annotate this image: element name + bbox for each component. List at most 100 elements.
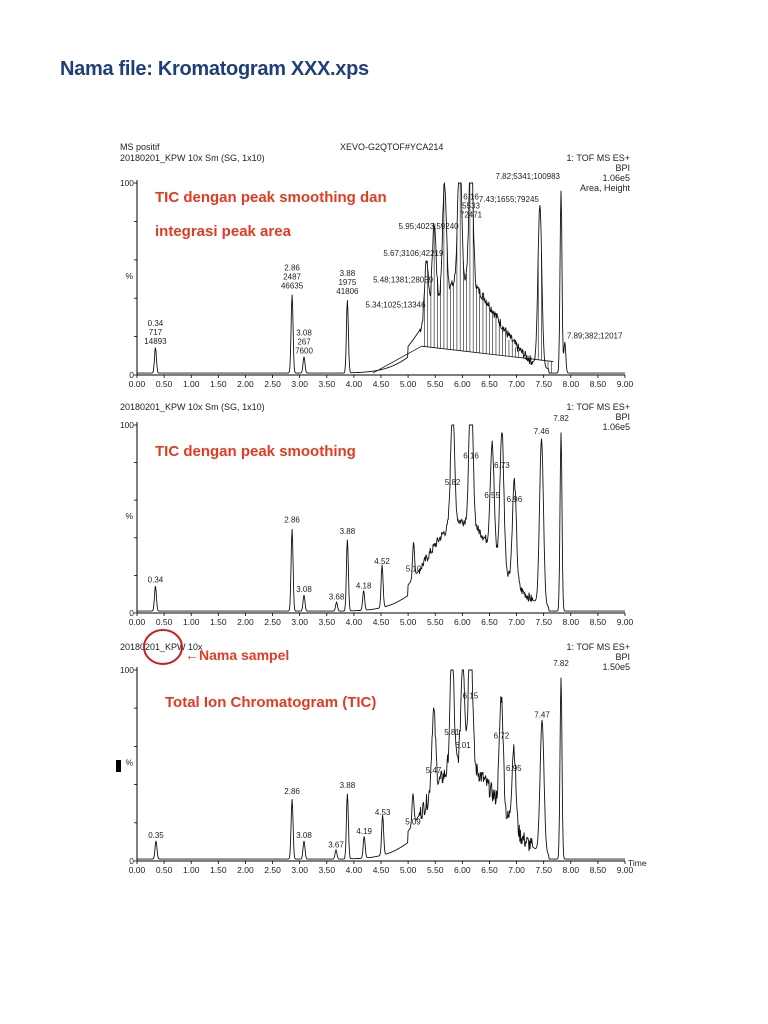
x-tick-label: 3.50 xyxy=(319,865,336,875)
x-tick-label: 4.00 xyxy=(346,865,363,875)
x-tick-label: 8.00 xyxy=(563,379,580,389)
x-tick-label: 8.50 xyxy=(590,379,607,389)
peak-label: 5.67;3106;42219 xyxy=(383,249,444,258)
peak-label: 46635 xyxy=(281,281,304,290)
x-tick-label: 2.50 xyxy=(264,379,281,389)
peak-label: 3.88 xyxy=(340,527,356,536)
x-tick-label: 7.00 xyxy=(508,379,525,389)
peak-label: 2.86 xyxy=(284,263,300,272)
tic-trace xyxy=(137,181,625,374)
peak-label: 3.08 xyxy=(296,329,312,338)
peak-label: 7.43;1655;79245 xyxy=(479,195,540,204)
peak-label: 267 xyxy=(297,338,311,347)
peak-label: 6.72 xyxy=(494,732,510,741)
x-tick-label: 7.00 xyxy=(508,865,525,875)
peak-label: 3.08 xyxy=(296,585,312,594)
peak-label: 5.82 xyxy=(445,478,461,487)
peak-label: 6.01 xyxy=(455,741,471,750)
x-tick-label: 9.00 xyxy=(617,617,634,627)
header-center: XEVO-G2QTOF#YCA214 xyxy=(340,142,443,152)
x-tick-label: 3.00 xyxy=(291,865,308,875)
peak-label: 4.18 xyxy=(356,581,372,590)
peak-label: 6.95 xyxy=(506,764,522,773)
x-tick-label: 7.50 xyxy=(535,617,552,627)
peak-label: 0.34 xyxy=(148,576,164,585)
x-tick-label: 0.00 xyxy=(129,865,146,875)
peak-label: 6.73 xyxy=(494,461,510,470)
peak-label: 5533 xyxy=(462,201,480,210)
x-tick-label: 2.00 xyxy=(237,865,254,875)
sample-name-circle xyxy=(143,629,183,665)
x-tick-label: 1.00 xyxy=(183,617,200,627)
x-tick-label: 4.00 xyxy=(346,617,363,627)
x-tick-label: 1.50 xyxy=(210,617,227,627)
peak-label: 5.48;1381;28059 xyxy=(373,276,434,285)
peak-label: 3.88 xyxy=(340,781,356,790)
x-tick-label: 4.50 xyxy=(373,379,390,389)
peak-label: 7.89;382;12017 xyxy=(567,331,623,340)
x-tick-label: 0.50 xyxy=(156,617,173,627)
sample-name-callout: ←Nama sampel xyxy=(185,647,289,663)
peak-label: 7.47 xyxy=(534,711,550,720)
x-tick-label: 8.50 xyxy=(590,865,607,875)
x-tick-label: 3.00 xyxy=(291,379,308,389)
x-tick-label: 6.00 xyxy=(454,617,471,627)
x-tick-label: 8.50 xyxy=(590,617,607,627)
info-line: 1: TOF MS ES+ xyxy=(567,153,630,163)
page-title: Nama file: Kromatogram XXX.xps xyxy=(60,58,369,80)
y-axis-label: % xyxy=(125,511,133,521)
peak-label: 2.86 xyxy=(284,787,300,796)
peak-label: 2.86 xyxy=(284,516,300,525)
y-axis-label: % xyxy=(125,758,133,768)
peak-label: 1975 xyxy=(338,278,356,287)
peak-label: 6.15 xyxy=(463,691,479,700)
x-tick-label: 0.00 xyxy=(129,379,146,389)
peak-label: 4.53 xyxy=(375,808,391,817)
sample-label: 20180201_KPW 10x Sm (SG, 1x10) xyxy=(120,402,265,412)
x-tick-label: 9.00 xyxy=(617,379,634,389)
panel-annotation: integrasi peak area xyxy=(155,223,292,240)
panel-annotation: Total Ion Chromatogram (TIC) xyxy=(165,694,376,711)
tic-trace xyxy=(137,424,625,612)
x-tick-label: 2.00 xyxy=(237,379,254,389)
info-line: 1.50e5 xyxy=(602,662,630,672)
x-tick-label: 5.50 xyxy=(427,865,444,875)
x-tick-label: 4.50 xyxy=(373,617,390,627)
peak-label: 4.19 xyxy=(356,827,372,836)
peak-label: 5.34;1025;13346 xyxy=(365,301,426,310)
side-marker xyxy=(116,760,121,772)
info-line: 1: TOF MS ES+ xyxy=(567,402,630,412)
peak-label: 2487 xyxy=(283,272,301,281)
x-tick-label: 1.50 xyxy=(210,865,227,875)
x-tick-label: 6.50 xyxy=(481,617,498,627)
x-tick-label: 8.00 xyxy=(563,865,580,875)
x-axis-label: Time xyxy=(628,858,647,868)
peak-label: 6.16 xyxy=(463,192,479,201)
x-tick-label: 6.00 xyxy=(454,379,471,389)
info-line: BPI xyxy=(615,652,630,662)
info-line: 1: TOF MS ES+ xyxy=(567,642,630,652)
y-tick-label: 0 xyxy=(129,608,134,618)
peak-label: 7.82 xyxy=(553,659,569,668)
x-tick-label: 2.00 xyxy=(237,617,254,627)
x-tick-label: 2.50 xyxy=(264,865,281,875)
y-axis-label: % xyxy=(125,271,133,281)
x-tick-label: 1.00 xyxy=(183,865,200,875)
chart-panel-1: 20180201_KPW 10x Sm (SG, 1x10) 1: TOF MS … xyxy=(120,153,634,389)
peak-label: 3.08 xyxy=(296,831,312,840)
y-tick-label: 100 xyxy=(120,665,134,675)
x-tick-label: 5.50 xyxy=(427,617,444,627)
y-tick-label: 0 xyxy=(129,370,134,380)
peak-label: 7.82;5341;100983 xyxy=(496,172,561,181)
chart-panel-2: 20180201_KPW 10x Sm (SG, 1x10) 1: TOF MS … xyxy=(120,402,634,627)
tic-trace xyxy=(137,669,625,860)
x-tick-label: 9.00 xyxy=(617,865,634,875)
peak-label: 6.16 xyxy=(463,452,479,461)
peak-label: 6.55 xyxy=(484,491,500,500)
peak-label: 3.68 xyxy=(329,593,345,602)
info-line: 1.06e5 xyxy=(602,173,630,183)
x-tick-label: 3.50 xyxy=(319,617,336,627)
integration-baseline xyxy=(372,345,422,374)
